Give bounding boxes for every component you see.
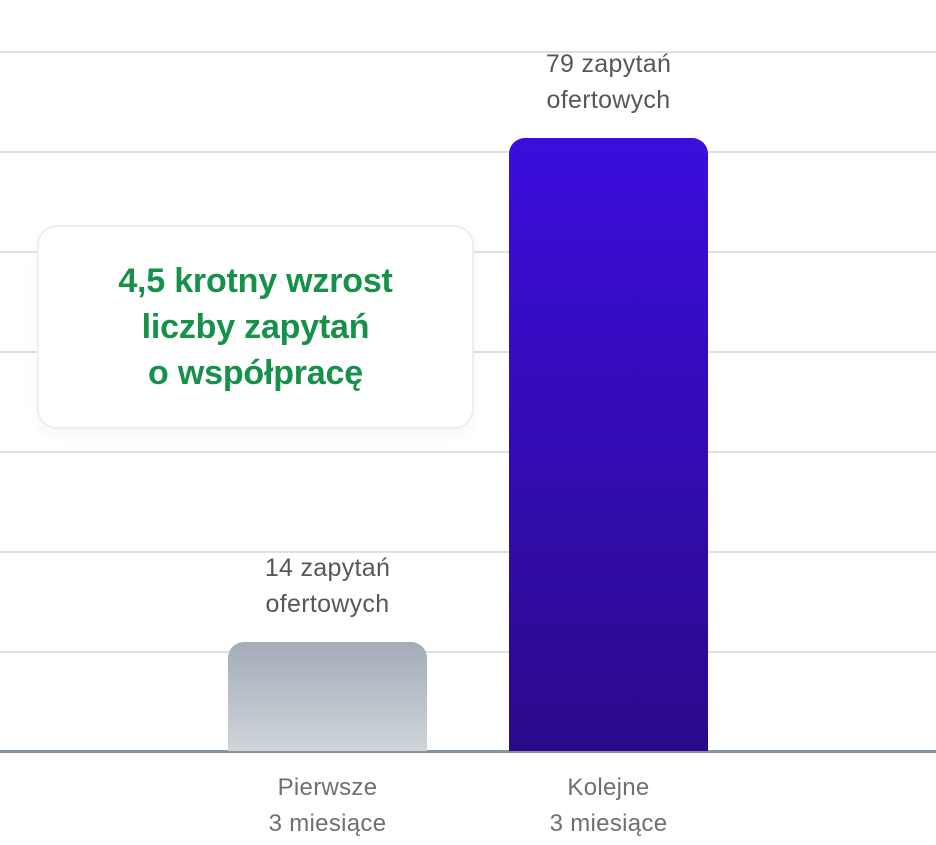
gridline bbox=[0, 451, 936, 453]
bar-value-label-second: 79 zapytań ofertowych bbox=[546, 46, 671, 118]
gridline bbox=[0, 151, 936, 153]
bar-first-3-months bbox=[228, 642, 427, 751]
gridline bbox=[0, 551, 936, 553]
gridline bbox=[0, 651, 936, 653]
annotation-card: 4,5 krotny wzrost liczby zapytań o współ… bbox=[37, 225, 474, 429]
bar-group-next-3-months: 79 zapytań ofertowych bbox=[509, 46, 708, 751]
x-axis-label-line: Kolejne bbox=[567, 774, 650, 801]
annotation-text: 4,5 krotny wzrost liczby zapytań o współ… bbox=[118, 258, 393, 396]
annotation-line: liczby zapytań bbox=[141, 308, 370, 346]
bar-group-first-3-months: 14 zapytań ofertowych bbox=[228, 550, 427, 751]
x-axis-label-first-3-months: Pierwsze 3 miesiące bbox=[228, 770, 427, 842]
x-axis-label-line: 3 miesiące bbox=[268, 810, 387, 837]
bar-value-label-line: 79 zapytań bbox=[545, 50, 672, 78]
bar-next-3-months bbox=[509, 138, 708, 751]
bar-value-label-first: 14 zapytań ofertowych bbox=[265, 550, 390, 622]
bar-value-label-line: 14 zapytań bbox=[264, 554, 391, 582]
bar-value-label-line: ofertowych bbox=[546, 86, 671, 114]
gridline bbox=[0, 51, 936, 53]
x-axis-line bbox=[0, 750, 936, 753]
annotation-line: 4,5 krotny wzrost bbox=[118, 262, 393, 300]
annotation-line: o współpracę bbox=[148, 354, 363, 392]
x-axis-label-line: Pierwsze bbox=[277, 774, 378, 801]
x-axis-label-next-3-months: Kolejne 3 miesiące bbox=[509, 770, 708, 842]
bar-value-label-line: ofertowych bbox=[265, 590, 390, 618]
x-axis-label-line: 3 miesiące bbox=[549, 810, 668, 837]
